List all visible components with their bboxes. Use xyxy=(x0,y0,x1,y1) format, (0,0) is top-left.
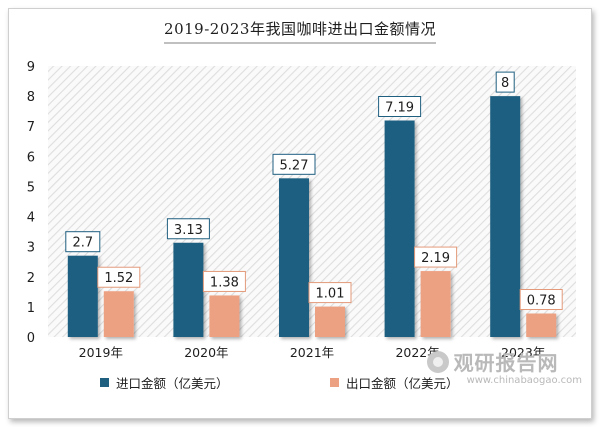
y-tick-label-6: 6 xyxy=(27,150,35,165)
bar-import-0 xyxy=(67,255,98,337)
data-label-export-4: 0.78 xyxy=(527,294,556,309)
data-label-import-2: 5.27 xyxy=(280,158,309,173)
data-label-box-import-0 xyxy=(65,231,101,253)
bar-export-3 xyxy=(420,271,451,337)
y-tick-label-2: 2 xyxy=(27,271,35,286)
data-label-export-0: 1.52 xyxy=(104,271,133,286)
x-tick-label-0: 2019年 xyxy=(79,345,123,360)
bar-export-2 xyxy=(315,306,345,337)
legend-item-import: 进口金额（亿美元） xyxy=(100,373,229,392)
x-tick-label-2: 2021年 xyxy=(290,345,334,360)
watermark-site: www.chinabaogao.com xyxy=(466,375,582,386)
legend-swatch-export xyxy=(330,378,339,387)
watermark-logo-icon xyxy=(426,350,449,373)
y-tick-label-3: 3 xyxy=(27,241,35,256)
data-label-export-3: 2.19 xyxy=(421,251,450,266)
legend-item-export: 出口金额（亿美元） xyxy=(330,373,459,392)
x-tick-label-1: 2020年 xyxy=(184,345,228,360)
data-label-box-export-0 xyxy=(97,266,141,288)
x-tick-label-4: 2023年 xyxy=(501,345,545,360)
data-label-import-1: 3.13 xyxy=(174,223,203,238)
legend: 进口金额（亿美元） 出口金额（亿美元） xyxy=(100,373,570,395)
chart-title: 2019-2023年我国咖啡进出口金额情况 xyxy=(164,18,436,44)
watermark-brand: 观研报告网 xyxy=(453,351,559,375)
data-label-box-import-1 xyxy=(166,218,210,240)
data-label-import-3: 7.19 xyxy=(385,101,414,116)
bar-import-4 xyxy=(490,96,521,337)
data-label-box-export-2 xyxy=(308,282,352,304)
y-tick-label-7: 7 xyxy=(27,120,35,135)
y-tick-label-8: 8 xyxy=(27,90,35,105)
data-label-box-import-4 xyxy=(495,71,515,93)
chart-title-wrap: 2019-2023年我国咖啡进出口金额情况 xyxy=(0,18,600,44)
bar-export-0 xyxy=(103,291,134,337)
y-tick-label-5: 5 xyxy=(27,180,35,195)
bar-import-1 xyxy=(173,242,204,337)
watermark: 观研报告网 www.chinabaogao.com xyxy=(426,347,582,386)
data-label-box-import-2 xyxy=(272,153,316,175)
y-tick-label-4: 4 xyxy=(27,211,35,226)
data-label-box-export-1 xyxy=(202,270,246,292)
y-tick-label-0: 0 xyxy=(27,331,35,346)
bar-export-4 xyxy=(526,313,557,337)
data-label-import-0: 2.7 xyxy=(72,236,93,251)
bar-export-1 xyxy=(209,295,240,337)
y-tick-label-1: 1 xyxy=(27,301,35,316)
data-label-export-2: 1.01 xyxy=(316,287,345,302)
legend-label-export: 出口金额（亿美元） xyxy=(346,376,459,391)
bar-import-3 xyxy=(384,120,415,337)
data-label-box-export-4 xyxy=(519,289,563,311)
y-tick-label-9: 9 xyxy=(27,60,35,75)
data-label-import-4: 8 xyxy=(501,76,509,91)
data-label-box-export-3 xyxy=(414,246,458,268)
legend-label-import: 进口金额（亿美元） xyxy=(116,376,229,391)
data-label-export-1: 1.38 xyxy=(210,275,239,290)
bar-import-2 xyxy=(279,178,309,337)
data-label-box-import-3 xyxy=(378,96,422,118)
legend-swatch-import xyxy=(100,378,109,387)
